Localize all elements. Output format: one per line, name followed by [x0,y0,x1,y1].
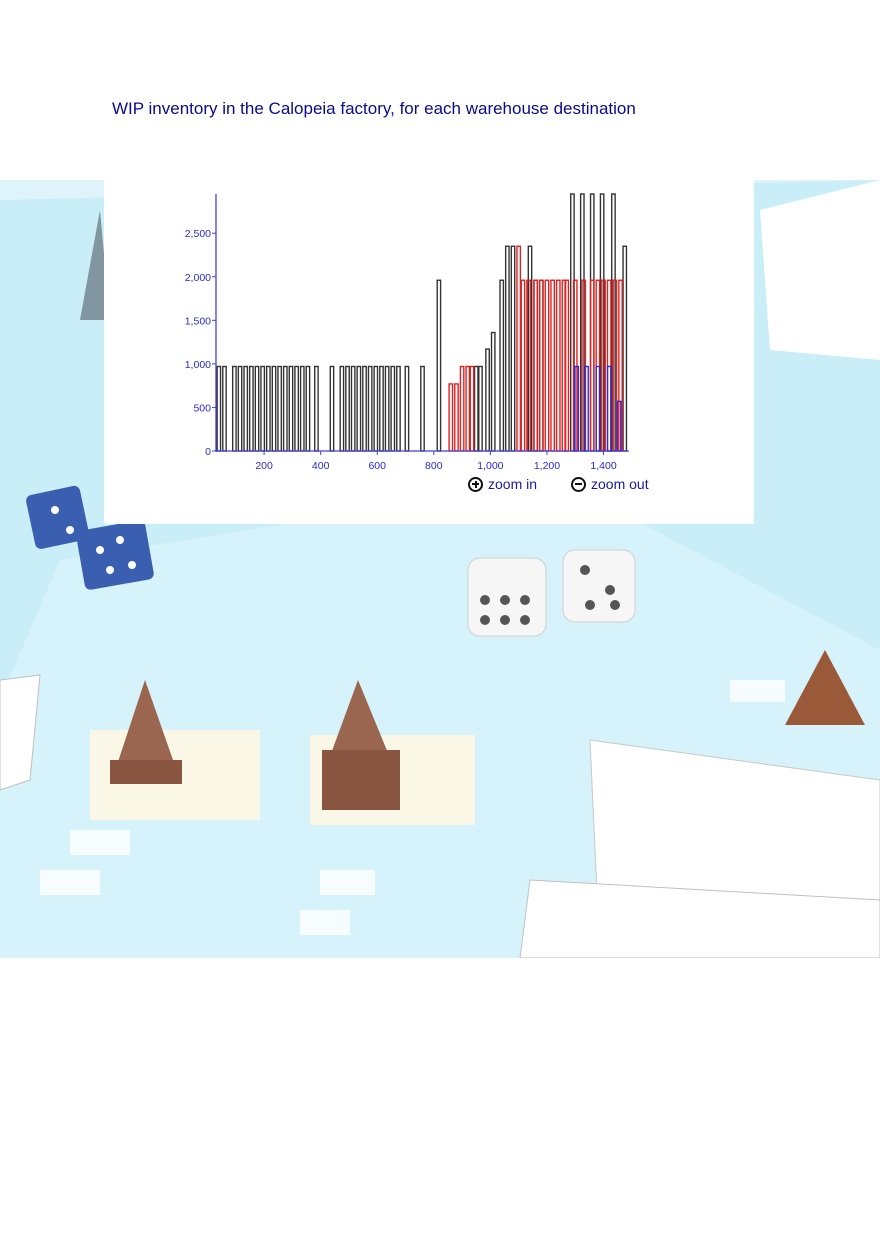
chart-bar [277,365,283,452]
zoom-in-label: zoom in [488,476,538,492]
chart-bar [305,365,311,452]
chart-bar [473,365,479,452]
chart-bar [499,279,505,452]
x-tick-label: 1,200 [534,460,560,472]
chart-bar [616,400,622,452]
y-tick-label: 1,000 [185,359,211,371]
chart-bar [367,365,373,452]
chart-bar [390,365,396,452]
chart-bar [396,365,401,452]
chart-bar [356,365,362,452]
chart-bar [595,365,601,452]
y-tick-label: 1,500 [185,315,211,327]
chart-bar [329,365,335,452]
chart-bar [544,279,550,452]
chart-bar [589,279,595,452]
chart-bar [404,365,410,452]
chart-bar [271,365,277,452]
chart-bar [350,365,356,452]
chart-bar [520,279,526,452]
chart-bar [555,279,561,452]
chart-bar [362,365,367,452]
chart-bar [490,331,496,452]
x-tick-label: 800 [425,460,443,472]
chart-bar [469,365,475,452]
chart-bar [222,365,227,452]
chart-bar [379,365,384,452]
chart-bar [478,365,483,452]
plus-circle-icon [468,476,483,492]
chart-bar [584,365,589,452]
x-tick-label: 400 [312,460,330,472]
chart-bar [260,365,266,452]
chart-bar [314,365,319,452]
chart-bar [564,279,570,452]
chart-bar [231,365,237,452]
x-tick-label: 600 [368,460,386,472]
chart-bar [448,383,454,452]
minus-circle-icon [571,476,586,492]
chart-bar [299,365,305,452]
zoom-in-button[interactable]: zoom in [468,476,537,492]
chart-bar [459,365,465,452]
chart-bar [339,365,345,452]
chart-bar [526,279,531,452]
chart-bar [606,365,612,452]
chart-bar [510,245,516,452]
wip-inventory-chart: 0 500 1,000 1,500 2,000 2,500 200 400 600 800 1,00… [185,193,629,472]
chart-bar [538,279,544,452]
chart-bar [550,279,556,452]
y-tick-label: 500 [193,402,211,414]
chart-bar [384,365,390,452]
chart-bar [485,348,490,452]
chart-bar [436,279,442,452]
chart-bar [373,365,379,452]
y-tick-label: 2,000 [185,272,211,284]
chart-bar [454,383,459,452]
chart-bar [294,365,300,452]
y-tick-label: 0 [205,446,211,458]
chart-bar [574,365,580,452]
chart-bar [516,245,522,452]
x-tick-label: 1,000 [477,460,503,472]
chart-bar [504,245,510,452]
chart-bar [254,365,260,452]
chart-bar [237,365,243,452]
chart-panel: 0 500 1,000 1,500 2,000 2,500 200 400 600 800 1,00… [104,178,754,524]
chart-bar [601,279,606,452]
chart-bar [622,245,628,452]
y-tick-label: 2,500 [185,228,211,240]
chart-bar [243,365,249,452]
x-tick-label: 1,400 [590,460,616,472]
chart-bar [465,365,471,452]
chart-bar [612,279,618,452]
chart-bar [216,365,222,452]
chart-bar [288,365,294,452]
chart-bar [282,365,288,452]
zoom-out-button[interactable]: zoom out [571,476,649,492]
chart-bar [420,365,425,452]
chart-bar [248,365,254,452]
zoom-out-label: zoom out [591,476,649,492]
chart-bar [265,365,271,452]
page-title: WIP inventory in the Calopeia factory, f… [112,99,636,118]
x-tick-label: 200 [255,460,273,472]
chart-bar [533,279,539,452]
chart-bar [345,365,350,452]
